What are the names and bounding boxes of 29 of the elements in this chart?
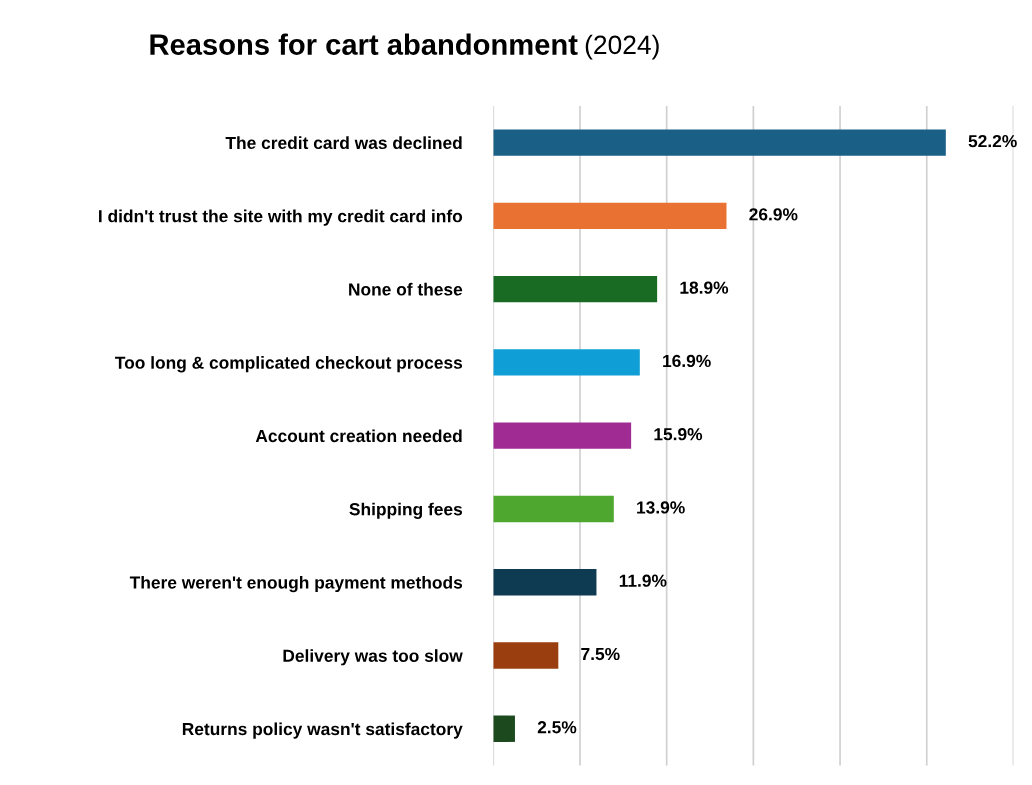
y-tick-label: Too long & complicated checkout process bbox=[115, 356, 463, 373]
bar bbox=[493, 495, 614, 523]
data-label: 2.5% bbox=[537, 721, 577, 734]
y-tick-label: Delivery was too slow bbox=[283, 649, 463, 666]
bar bbox=[493, 202, 727, 230]
chart-title: Reasons for cart abandonment bbox=[150, 33, 578, 55]
y-tick-label: None of these bbox=[349, 282, 463, 296]
bar bbox=[493, 569, 597, 596]
data-label: 13.9% bbox=[637, 501, 685, 514]
chart-subtitle: (2024) bbox=[585, 34, 659, 60]
bar bbox=[493, 715, 515, 742]
bar bbox=[493, 129, 946, 156]
y-tick-label: Shipping fees bbox=[349, 502, 463, 519]
data-label: 16.9% bbox=[663, 354, 711, 368]
y-tick-label: The credit card was declined bbox=[225, 136, 462, 150]
bar bbox=[493, 349, 640, 376]
data-label: 15.9% bbox=[654, 428, 703, 441]
data-label: 7.5% bbox=[581, 647, 620, 661]
bar bbox=[493, 275, 658, 303]
y-tick-label: Returns policy wasn't satisfactory bbox=[182, 722, 463, 739]
data-label: 18.9% bbox=[680, 281, 729, 294]
data-label: 26.9% bbox=[749, 208, 798, 221]
data-label: 11.9% bbox=[619, 574, 667, 587]
y-tick-label: I didn't trust the site with my credit card info bbox=[99, 209, 463, 226]
y-tick-label: There weren't enough payment methods bbox=[129, 575, 463, 593]
y-tick-label: Account creation needed bbox=[255, 429, 462, 443]
bar bbox=[493, 422, 632, 449]
data-label: 52.2% bbox=[968, 134, 1017, 148]
bar bbox=[493, 642, 559, 669]
